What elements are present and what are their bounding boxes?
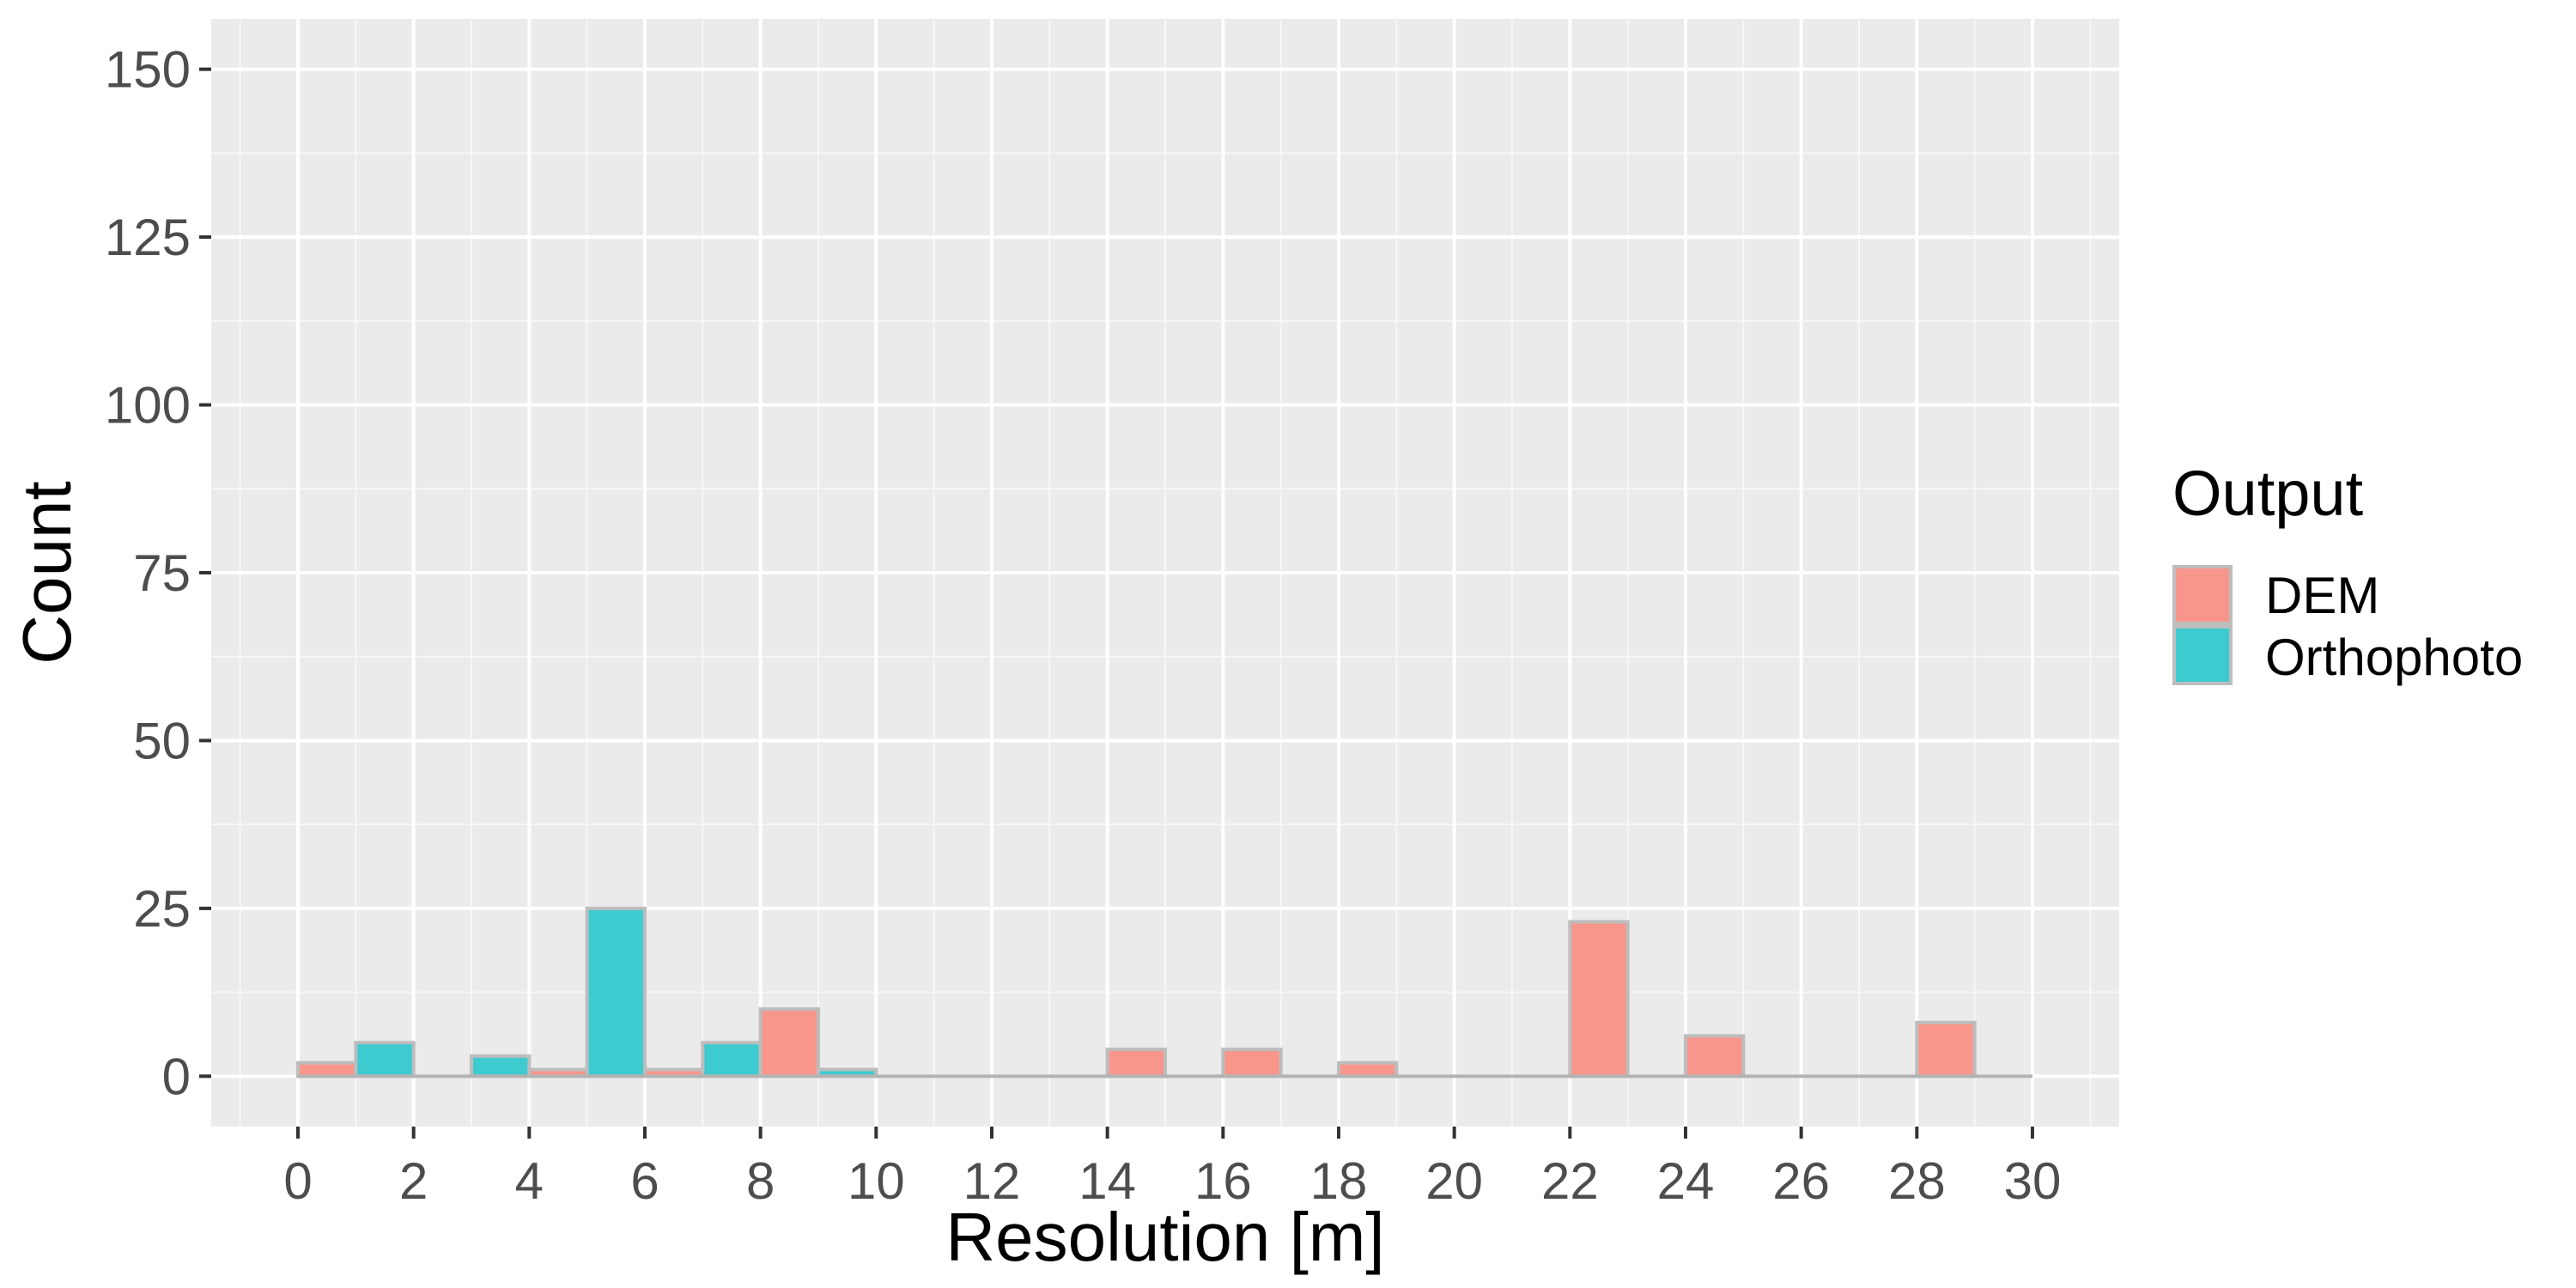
x-tick-label: 2 — [399, 1152, 428, 1210]
x-tick-label: 0 — [283, 1152, 312, 1210]
legend-key-orthophoto — [2172, 625, 2233, 685]
x-tick-label: 16 — [1194, 1152, 1252, 1210]
bar-orthophoto-0 — [354, 1041, 416, 1078]
y-tick-label: 125 — [105, 209, 191, 266]
y-tick-label: 75 — [133, 544, 191, 602]
y-tick-label: 150 — [105, 41, 191, 99]
bar-dem-24 — [1684, 1034, 1746, 1078]
legend-item-dem: DEM — [2172, 565, 2379, 625]
legend: Output DEM Orthophoto — [2172, 458, 2523, 686]
y-tick-label: 100 — [105, 377, 191, 434]
x-tick-label: 20 — [1425, 1152, 1483, 1210]
y-tick-label: 0 — [162, 1048, 191, 1105]
bar-dem-28 — [1915, 1020, 1977, 1078]
legend-key-dem — [2172, 565, 2233, 625]
bar-dem-14 — [1105, 1048, 1167, 1078]
x-tick-label: 28 — [1888, 1152, 1946, 1210]
bar-dem-0 — [296, 1060, 358, 1078]
bar-dem-22 — [1568, 920, 1630, 1078]
x-tick-label: 14 — [1078, 1152, 1136, 1210]
x-tick-label: 24 — [1657, 1152, 1715, 1210]
x-tick-label: 26 — [1772, 1152, 1830, 1210]
legend-label-orthophoto: Orthophoto — [2265, 629, 2523, 686]
y-axis-title: Count — [9, 481, 85, 664]
x-tick-label: 30 — [2004, 1152, 2062, 1210]
x-tick-label: 8 — [746, 1152, 775, 1210]
y-tick-label: 25 — [133, 880, 191, 938]
y-axis: 0 25 50 75 100 125 150 — [105, 41, 211, 1105]
x-axis: 0 2 4 6 8 10 12 14 16 18 20 22 24 26 28 30 — [283, 1127, 2061, 1210]
bar-orthophoto-4 — [585, 906, 647, 1078]
x-tick-label: 22 — [1541, 1152, 1599, 1210]
bars — [296, 906, 1977, 1078]
bar-orthophoto-2 — [470, 1054, 532, 1078]
x-tick-label: 6 — [630, 1152, 659, 1210]
legend-label-dem: DEM — [2265, 567, 2379, 624]
x-tick-label: 12 — [963, 1152, 1021, 1210]
x-tick-label: 18 — [1310, 1152, 1368, 1210]
y-tick-label: 50 — [133, 712, 191, 769]
bar-dem-16 — [1221, 1048, 1283, 1078]
bar-orthophoto-6 — [701, 1041, 762, 1078]
x-tick-label: 10 — [848, 1152, 905, 1210]
legend-item-orthophoto: Orthophoto — [2172, 625, 2523, 686]
bar-dem-8 — [758, 1007, 821, 1078]
bar-dem-18 — [1337, 1060, 1399, 1078]
legend-title: Output — [2172, 458, 2364, 529]
x-axis-title: Resolution [m] — [945, 1199, 1384, 1275]
x-tick-label: 4 — [515, 1152, 544, 1210]
